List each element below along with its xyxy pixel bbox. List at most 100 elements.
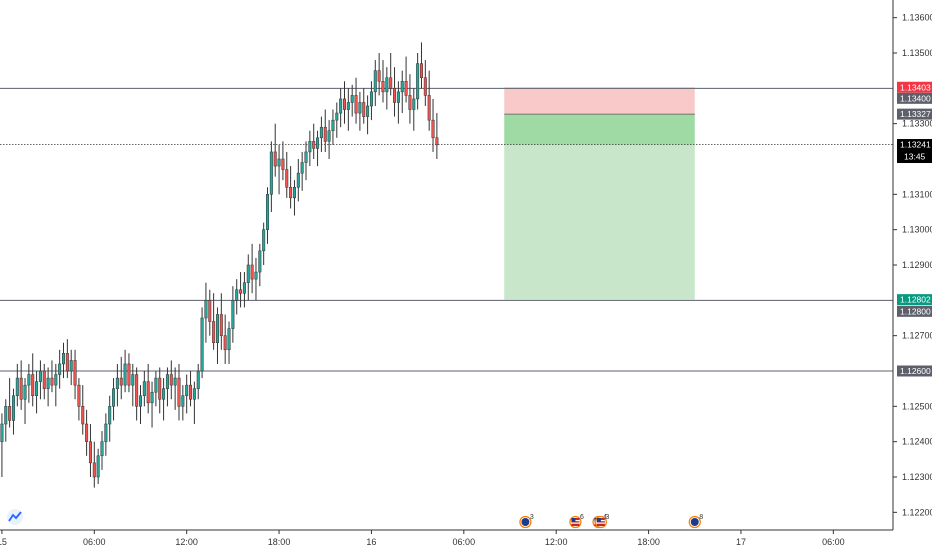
candle (208, 289, 212, 336)
candle-body (50, 377, 54, 386)
time-tick-label: 15 (0, 537, 7, 547)
candle (292, 180, 296, 216)
candle (131, 363, 135, 407)
svg-text:1.12800: 1.12800 (900, 306, 931, 316)
candle-body (389, 77, 393, 89)
candle-body (404, 81, 408, 96)
candle (108, 395, 112, 442)
candle-body (296, 172, 300, 188)
candle (8, 378, 12, 428)
time-tick-label: 12:00 (545, 537, 568, 547)
last-price-badge: 1.13241 13:45 (897, 139, 932, 164)
tradingview-logo[interactable] (7, 509, 23, 525)
time-axis[interactable]: 15 06:00 12:00 18:00 16 06:00 12:00 18:00 17 06:0… (0, 530, 845, 547)
candle (138, 385, 142, 424)
candle-body (412, 98, 416, 110)
bar-countdown-label: 13:45 (904, 152, 926, 162)
candle-body (358, 102, 362, 114)
candle (408, 74, 412, 124)
candle (393, 67, 397, 117)
take-profit-zone[interactable] (504, 144, 695, 300)
event-count-label: 4 (603, 514, 607, 521)
candle (419, 42, 423, 89)
candlestick-series (0, 42, 439, 488)
candle (435, 113, 439, 159)
candle (316, 130, 320, 167)
candle-body (154, 377, 158, 393)
eu-event-icon[interactable]: 3 (519, 514, 534, 529)
candle-body (88, 441, 92, 464)
candle-body (177, 377, 181, 407)
time-tick-label: 06:00 (822, 537, 845, 547)
position-tool[interactable] (504, 87, 695, 300)
candle-body (431, 119, 435, 139)
candle (204, 282, 208, 343)
candle-body (69, 360, 73, 372)
price-tick-label: 1.13300 (902, 119, 932, 129)
price-axis[interactable]: 1.13600 1.13500 1.13300 1.13100 1.13000 1.129… (893, 13, 932, 518)
candle-body (408, 95, 412, 110)
us-event-icon[interactable]: 6 (569, 514, 584, 529)
candle-body (38, 370, 42, 382)
eu-event-icon[interactable]: 8 (688, 514, 703, 529)
horizontal-levels[interactable] (0, 87, 893, 372)
candle-body (146, 381, 150, 404)
candle (381, 60, 385, 103)
candle (123, 349, 127, 393)
candle-body (223, 335, 227, 351)
event-count-label: 3 (530, 514, 534, 521)
candle-body (215, 314, 219, 343)
price-badge-tp: 1.12802 (897, 294, 932, 306)
time-tick-label: 18:00 (268, 537, 291, 547)
candle (196, 363, 200, 400)
candle-body (162, 388, 166, 400)
stop-loss-zone[interactable] (504, 87, 695, 115)
candle (23, 378, 27, 424)
candle-body (254, 271, 258, 280)
candle-body (339, 98, 343, 114)
candle (162, 378, 166, 421)
time-tick-label: 12:00 (175, 537, 198, 547)
candle (181, 385, 185, 421)
candle-body (11, 395, 15, 421)
candle (104, 413, 108, 456)
price-tick-label: 1.13100 (902, 189, 932, 199)
candle-body (19, 377, 23, 400)
candle-body (200, 317, 204, 372)
event-count-label: 6 (580, 514, 584, 521)
candle-body (400, 81, 404, 93)
candle (212, 293, 216, 350)
open-profit-zone[interactable] (504, 114, 695, 145)
candle-body (319, 126, 323, 139)
candle-body (196, 370, 200, 389)
candle-body (169, 374, 173, 386)
candle (0, 413, 4, 477)
price-badge-sl: 1.13403 (897, 81, 932, 93)
economic-events[interactable]: 3 6 43 8 (519, 514, 703, 529)
candle (308, 130, 312, 167)
candle-body (219, 314, 223, 336)
candle-body (258, 250, 262, 273)
candle (269, 141, 273, 212)
candle-body (204, 300, 208, 319)
us-event-icon[interactable]: 3 (594, 514, 609, 529)
candle-body (231, 300, 235, 329)
price-tick-label: 1.12300 (902, 472, 932, 482)
candle-body (300, 162, 304, 174)
candle (231, 286, 235, 343)
candle-body (335, 112, 339, 121)
candle (85, 409, 89, 456)
candle (100, 431, 104, 470)
candle (58, 349, 62, 389)
candle-body (416, 63, 420, 100)
candle-body (385, 77, 389, 93)
candle-body (373, 70, 377, 93)
candle (289, 166, 293, 209)
candle (42, 363, 46, 400)
candle (11, 388, 15, 435)
candle (235, 279, 239, 315)
candle (15, 363, 19, 407)
candle (423, 60, 427, 106)
candle (19, 360, 23, 410)
